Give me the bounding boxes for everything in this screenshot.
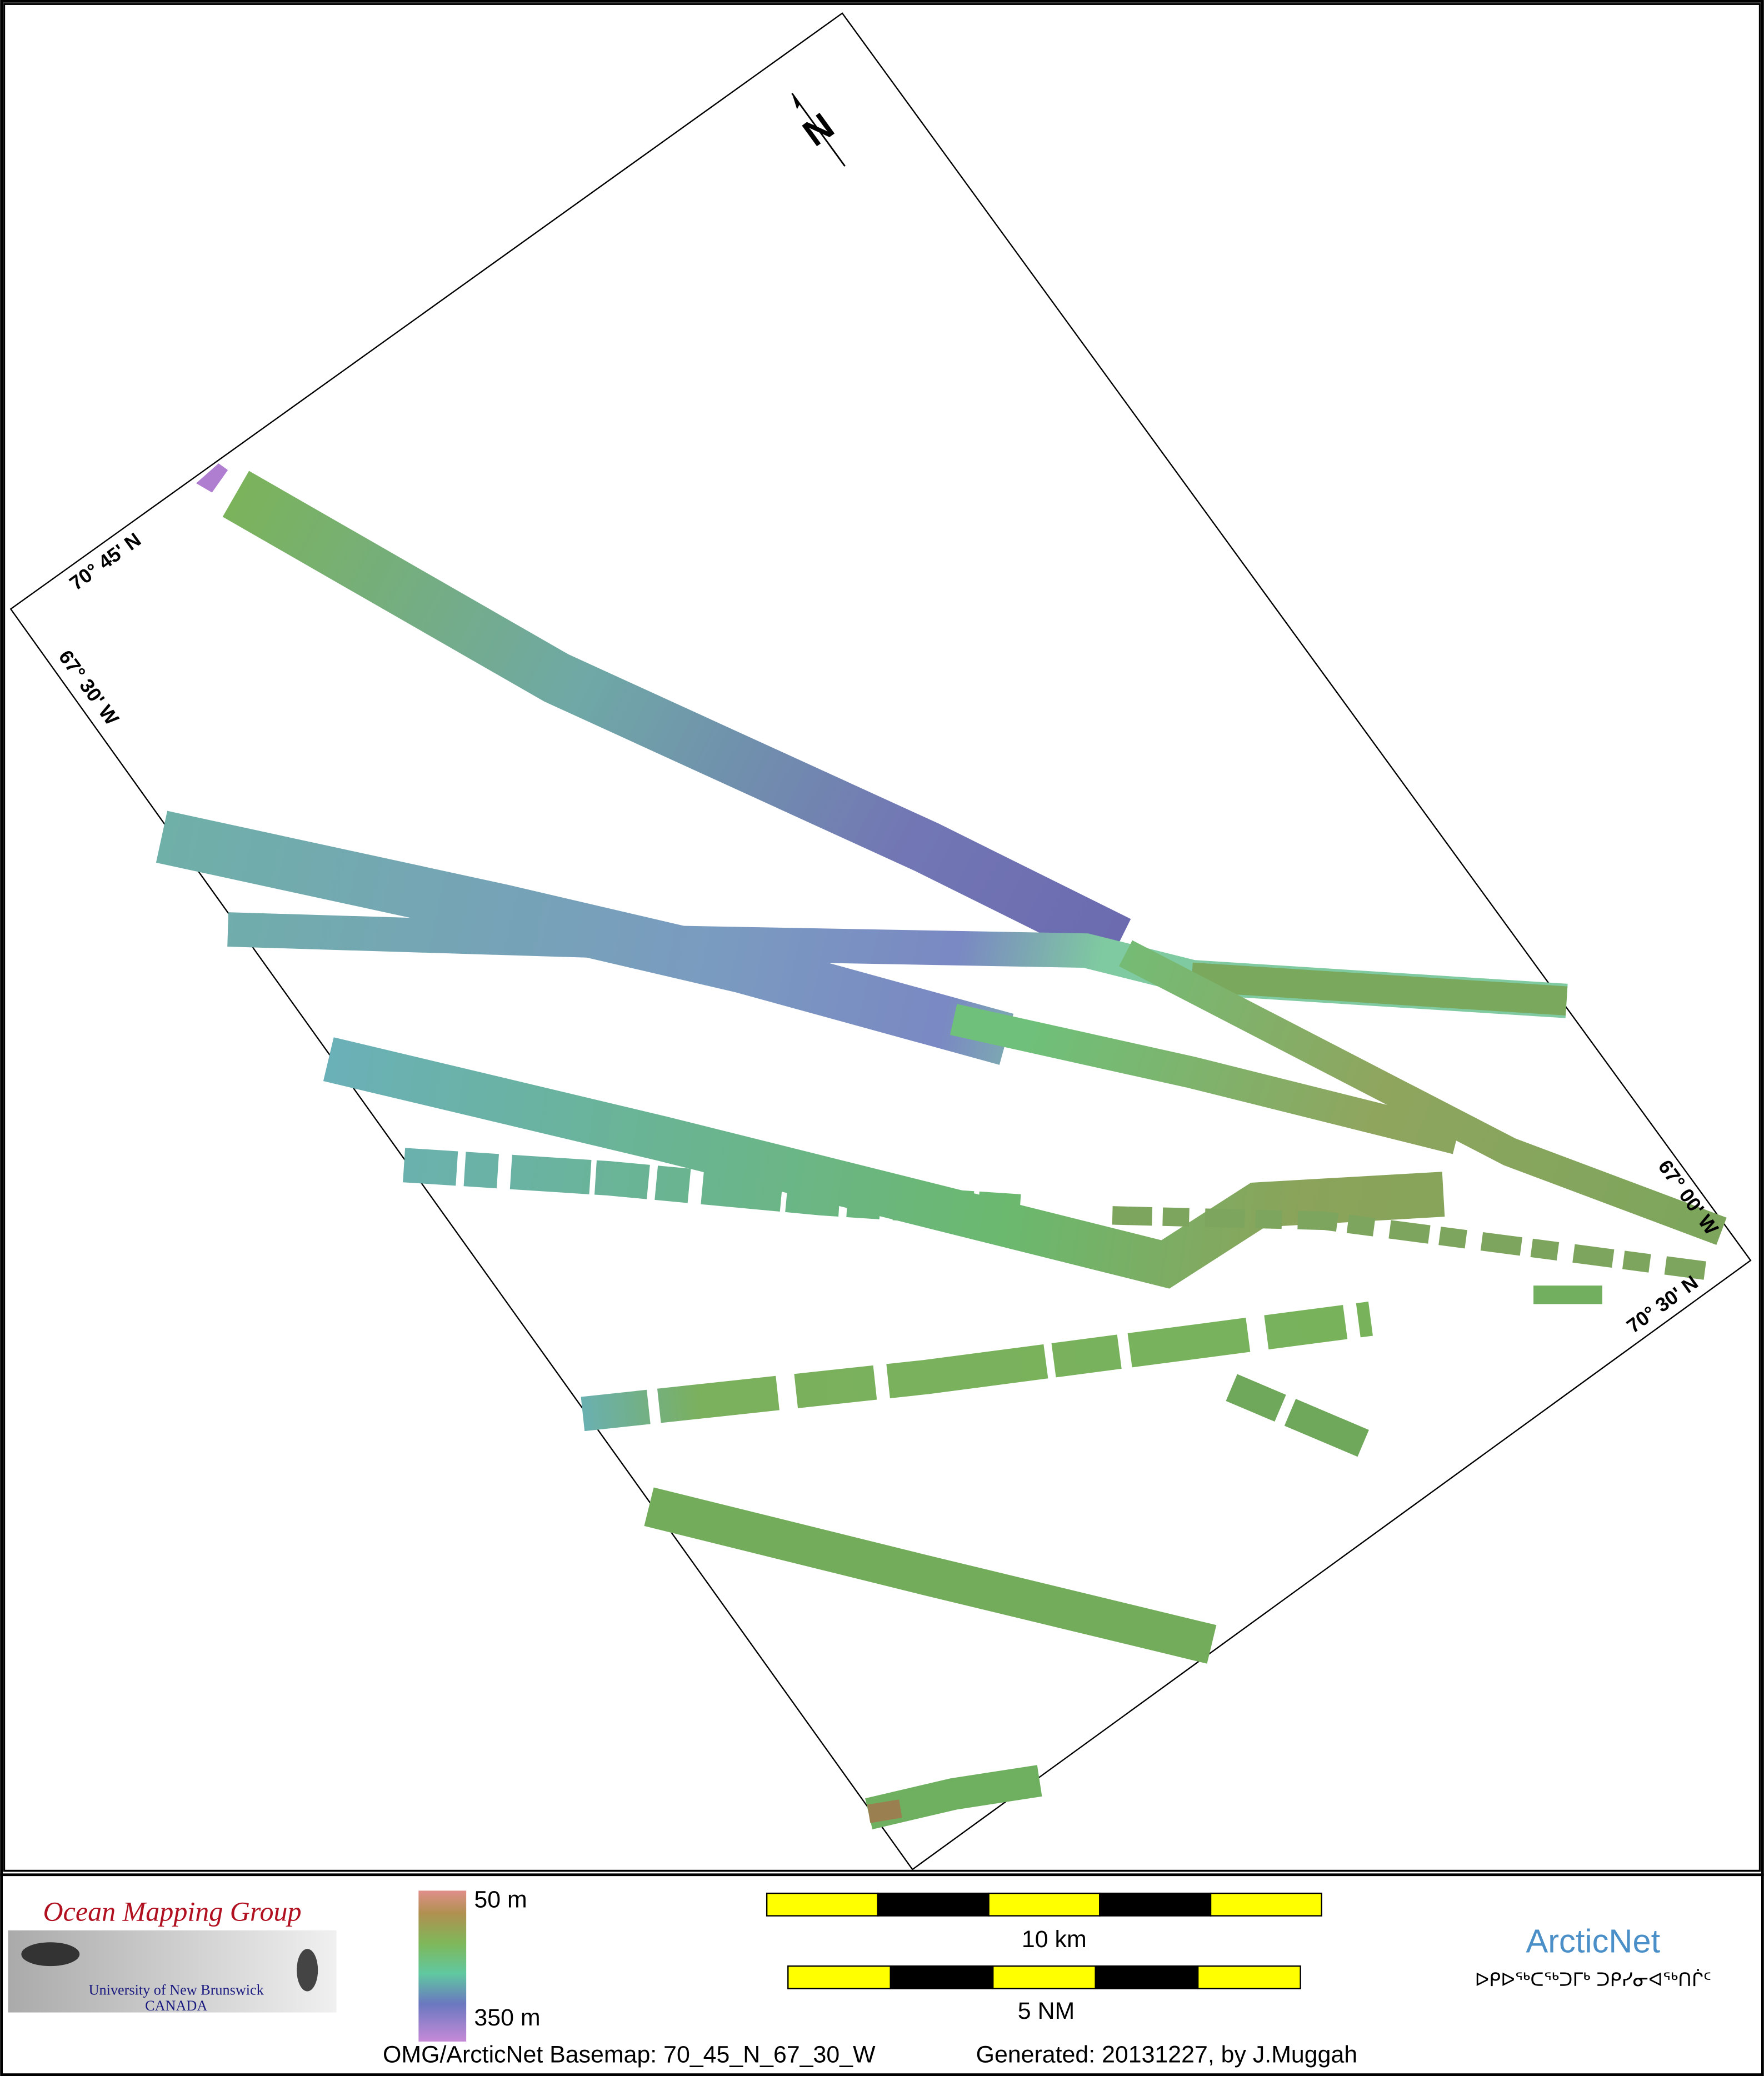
north-arrow: N [791,93,846,167]
logo-title: Ocean Mapping Group [43,1896,302,1927]
north-label: N [796,106,841,154]
basemap-label: OMG/ArcticNet Basemap: 70_45_N_67_30_W [383,2042,876,2068]
scale-segment [766,1892,879,1917]
depth-label: 50 m [474,1887,527,1913]
swath [1112,1206,1710,1280]
swath [1226,1374,1394,1467]
omg-logo: Ocean Mapping Group University of New Br… [8,1896,337,2014]
scale-label: 10 km [1022,1926,1087,1953]
swath [950,1004,1461,1154]
map-border [3,3,1761,1872]
swath [222,471,1131,967]
arcticnet-logo: ArcticNet [1526,1922,1660,1959]
logo-shape [297,1949,318,1992]
scale-segment [877,1892,990,1917]
swath [644,1487,1217,1664]
swath [323,1037,1445,1289]
scale-segment [1099,1892,1212,1917]
scale-segment [992,1965,1096,1989]
swath [196,463,228,493]
logo-university: University of New Brunswick [89,1982,264,1998]
swath [867,1799,902,1823]
depth-colorbar [418,1890,467,2042]
scale-bar-nm [787,1965,1301,1989]
map-frame [9,12,1752,1870]
scale-segment [988,1892,1101,1917]
coord-label: 67° 30' W [54,646,123,729]
arcticnet-inuktitut: ᐅᑭᐅᖅᑕᖅᑐᒥᒃ ᑐᑭᓯᓂᐊᖅᑎᒌᑦ [1475,1969,1711,1990]
scale-segment [1095,1965,1199,1989]
bathymetry-swaths [156,463,1727,1829]
swath [1118,940,1727,1245]
scale-bar-km [766,1892,1322,1917]
scale-label: 5 NM [1018,1998,1075,2024]
swath [403,1148,1021,1229]
depth-label: 350 m [474,2004,540,2031]
scale-segment [1210,1892,1322,1917]
swath [581,1302,1373,1432]
scale-segment [1197,1965,1301,1989]
swath [1191,962,1568,1016]
logo-country: CANADA [145,1998,207,2014]
scale-segment [787,1965,891,1989]
generated-label: Generated: 20131227, by J.Muggah [976,2042,1358,2068]
logo-shape [21,1942,80,1967]
scale-segment [890,1965,994,1989]
